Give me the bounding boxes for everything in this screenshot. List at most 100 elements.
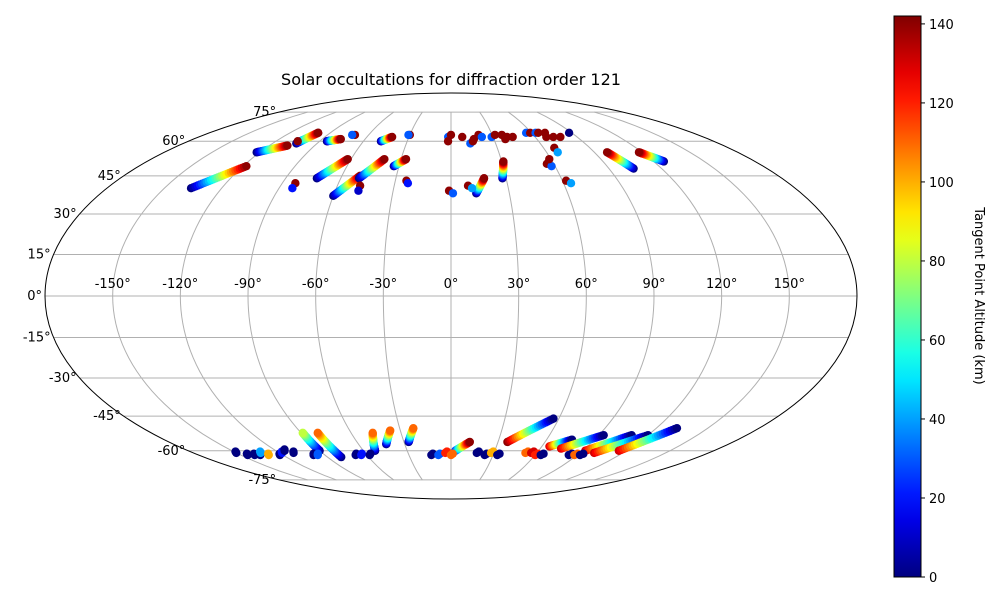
- data-point: [343, 154, 352, 164]
- data-point: [448, 189, 458, 198]
- data-point: [380, 154, 389, 164]
- data-point: [298, 428, 307, 438]
- data-point: [599, 430, 608, 440]
- latitude-tick-label: -75°: [248, 473, 276, 488]
- latitude-tick-label: 60°: [162, 134, 185, 149]
- latitude-tick-label: -15°: [23, 331, 51, 346]
- colorbar-tick-label: 100: [929, 176, 954, 191]
- data-point: [280, 445, 289, 454]
- data-point: [288, 184, 297, 193]
- data-point: [446, 130, 456, 140]
- latitude-tick-label: 75°: [253, 105, 276, 120]
- data-point: [490, 130, 500, 140]
- data-point: [313, 449, 323, 458]
- longitude-tick-label: -120°: [162, 277, 198, 292]
- colorbar-tick-label: 0: [929, 571, 937, 586]
- data-point: [602, 148, 612, 157]
- data-point: [255, 447, 265, 456]
- data-point: [534, 128, 543, 138]
- longitude-tick-label: 90°: [642, 277, 665, 292]
- data-point: [231, 447, 240, 456]
- data-point: [242, 161, 251, 171]
- latitude-tick-label: 45°: [98, 169, 121, 184]
- data-point: [556, 132, 565, 142]
- latitude-tick-label: -30°: [49, 371, 77, 386]
- data-point: [263, 449, 273, 458]
- data-point: [545, 154, 554, 164]
- data-point: [347, 130, 357, 140]
- colorbar-tick-label: 60: [929, 334, 946, 349]
- data-point: [289, 447, 298, 456]
- data-point: [283, 141, 292, 150]
- data-point: [499, 157, 508, 166]
- data-point: [547, 161, 556, 171]
- data-point: [404, 130, 413, 140]
- data-point: [293, 137, 302, 146]
- longitude-gridline: [565, 111, 723, 481]
- data-point: [495, 449, 504, 458]
- data-points: [186, 128, 682, 462]
- longitude-gridline: [315, 111, 395, 481]
- longitude-tick-label: 150°: [774, 277, 805, 292]
- data-point: [357, 449, 367, 458]
- latitude-tick-label: 15°: [28, 247, 51, 262]
- latitude-tick-label: -60°: [158, 444, 186, 459]
- data-point: [409, 423, 418, 433]
- colorbar: 0 20 40 60 80 100 120 140 Tangent Point Altitude…: [893, 15, 986, 586]
- data-point: [634, 148, 644, 157]
- data-point: [672, 423, 682, 433]
- data-point: [549, 414, 558, 423]
- data-point: [479, 174, 489, 183]
- colorbar-tick-label: 120: [929, 97, 954, 112]
- data-point: [354, 186, 363, 195]
- longitude-tick-label: 0°: [444, 277, 459, 292]
- data-point: [508, 132, 517, 142]
- data-point: [385, 426, 395, 435]
- data-point: [313, 128, 323, 138]
- data-point: [539, 449, 548, 458]
- data-point: [313, 428, 322, 438]
- data-point: [403, 179, 413, 188]
- longitude-tick-label: -90°: [234, 277, 262, 292]
- data-point: [553, 148, 562, 157]
- latitude-tick-label: 0°: [27, 289, 42, 304]
- colorbar-label: Tangent Point Altitude (km): [971, 206, 986, 384]
- data-point: [387, 132, 397, 142]
- data-point: [467, 184, 477, 193]
- latitude-tick-label: 30°: [54, 207, 77, 222]
- data-point: [448, 449, 457, 458]
- longitude-gridline: [112, 111, 308, 481]
- longitude-gridline: [594, 111, 790, 481]
- data-point: [401, 154, 411, 164]
- chart-title: Solar occultations for diffraction order…: [281, 70, 621, 89]
- colorbar-tick-label: 140: [929, 18, 954, 33]
- longitude-gridline: [247, 111, 366, 481]
- data-point: [549, 132, 558, 142]
- longitude-tick-label: -30°: [369, 277, 397, 292]
- longitude-tick-label: 120°: [706, 277, 737, 292]
- colorbar-gradient: [893, 15, 922, 578]
- axis-ticks: -150° -120° -90° -60° -30° 0° 30° 60° 90° 120° 150…: [23, 105, 805, 488]
- data-point: [336, 134, 345, 144]
- longitude-tick-label: 60°: [575, 277, 598, 292]
- data-point: [366, 449, 375, 458]
- data-point: [242, 449, 252, 458]
- data-point: [443, 137, 453, 146]
- data-point: [564, 128, 574, 138]
- colorbar-tick-label: 20: [929, 492, 946, 507]
- longitude-tick-label: 30°: [507, 277, 530, 292]
- graticule: [44, 92, 858, 500]
- longitude-gridline: [536, 111, 655, 481]
- data-point: [368, 428, 377, 438]
- data-point: [477, 132, 487, 142]
- latitude-tick-label: -45°: [93, 409, 121, 424]
- colorbar-tick-label: 80: [929, 255, 946, 270]
- data-point: [542, 132, 551, 142]
- longitude-tick-label: -150°: [95, 277, 131, 292]
- colorbar-tick-label: 40: [929, 413, 946, 428]
- data-point: [458, 132, 467, 142]
- data-point: [566, 179, 576, 188]
- data-point: [465, 437, 475, 447]
